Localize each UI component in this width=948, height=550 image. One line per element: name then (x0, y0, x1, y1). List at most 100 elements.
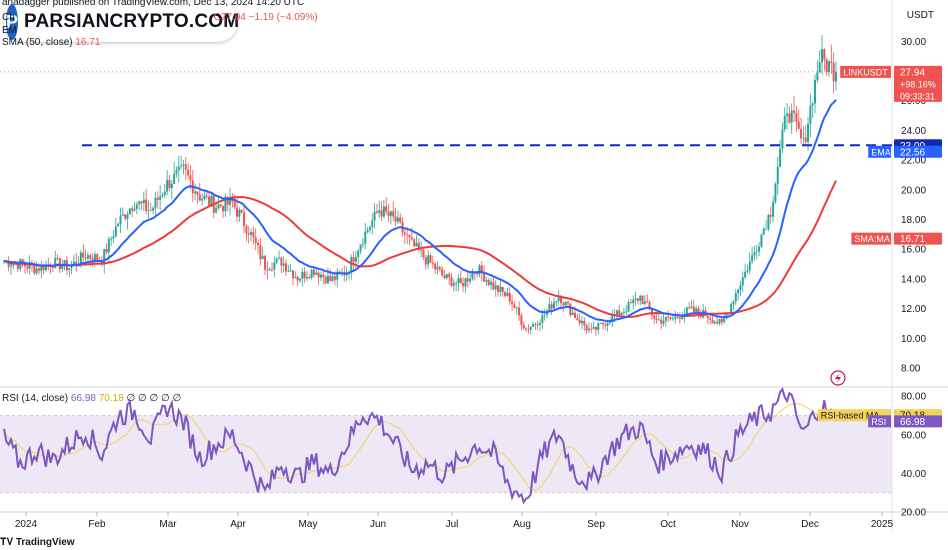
candle-body (408, 234, 411, 238)
candle (408, 234, 411, 246)
candle (284, 259, 287, 276)
rsi-legend[interactable]: RSI (14, close) 66.98 70.18 ∅ ∅ ∅ ∅ ∅ (2, 393, 181, 404)
candle-body (786, 113, 789, 116)
candle-body (119, 215, 122, 224)
rsi-tag-symbol: RSI (871, 417, 886, 427)
candle (413, 237, 416, 247)
candle-body (758, 246, 761, 252)
candle (646, 294, 649, 304)
candle (506, 287, 509, 297)
alert-icon[interactable] (830, 370, 846, 386)
time-tick-label: Jul (446, 519, 459, 530)
candle-body (720, 318, 723, 323)
candle-body (366, 230, 369, 232)
candle (170, 180, 173, 200)
candle-body (457, 278, 460, 284)
candle-body (448, 274, 451, 277)
candle-body (40, 264, 43, 271)
candle-body (483, 273, 486, 282)
candle-body (832, 62, 835, 82)
time-tick-label: Sep (587, 519, 605, 530)
candle-body (434, 263, 437, 270)
candle-body (261, 255, 264, 260)
candle-body (585, 325, 588, 331)
candle (634, 291, 637, 306)
candle (758, 242, 761, 257)
candle (352, 251, 355, 271)
candle (762, 227, 765, 236)
candle (636, 298, 639, 305)
publisher-text: anadagger published on TradingView.com, … (2, 0, 305, 8)
time-tick-label: Aug (513, 519, 531, 530)
candle (473, 271, 476, 281)
candle (359, 244, 362, 255)
candle-body (392, 211, 395, 217)
candle-body (315, 272, 318, 275)
candle (590, 322, 593, 333)
sma-legend[interactable]: SMA (50, close) 16.71 (2, 37, 100, 48)
candle-body (487, 280, 490, 286)
candle (779, 139, 782, 168)
rsi-tag-symbol-box (868, 415, 891, 428)
candle-body (762, 228, 765, 235)
candle (809, 93, 812, 138)
candle-body (194, 191, 197, 194)
candle-body (795, 112, 798, 122)
candle-body (506, 292, 509, 296)
candle (417, 238, 420, 253)
last-price-tag-detail: +98.16% (900, 79, 936, 89)
candle (431, 255, 434, 269)
candle-body (525, 328, 528, 330)
price-tick-label: 8.00 (901, 364, 921, 375)
candle (674, 310, 677, 324)
candle-body (333, 276, 336, 280)
candle-body (597, 323, 600, 330)
candle (385, 196, 388, 215)
last-price-tag-detail: 09:33:31 (900, 91, 935, 101)
candle (399, 212, 402, 224)
candle-body (723, 318, 726, 323)
candle (194, 183, 197, 201)
candle (40, 260, 43, 279)
candle (364, 223, 367, 250)
candle-body (16, 263, 19, 269)
candle (455, 280, 458, 292)
candle (678, 312, 681, 324)
candle-body (21, 259, 24, 264)
candle-body (580, 320, 583, 324)
candle (583, 317, 586, 331)
candle-body (240, 210, 243, 213)
candle (690, 300, 693, 310)
candle (173, 161, 176, 184)
candle (753, 245, 756, 261)
candle-body (497, 285, 500, 292)
candle (82, 244, 85, 264)
candle (716, 316, 719, 326)
sma-tag-value: 16.71 (900, 234, 925, 245)
candle (238, 207, 241, 222)
candle-body (830, 61, 833, 63)
candle-body (541, 315, 544, 324)
candle (671, 315, 674, 321)
candle-body (741, 277, 744, 286)
candle (208, 193, 211, 208)
candle (744, 263, 747, 280)
candle-body (751, 255, 754, 262)
candle-body (828, 61, 831, 73)
candle-body (399, 217, 402, 223)
sma-legend-value: 16.71 (75, 37, 101, 48)
candle-body (271, 269, 274, 271)
last-price-tag-value: 27.94 (900, 67, 925, 78)
candle-body (219, 204, 222, 207)
candle-body (12, 263, 15, 266)
rsi-tick-label: 40.00 (901, 469, 926, 480)
candle-body (254, 237, 257, 243)
last-price-tag: LINKUSDT 27.94+98.16% 09:33:31 (840, 65, 942, 102)
candle-body (252, 232, 255, 238)
ema-legend[interactable]: EM (2, 25, 17, 36)
currency-label[interactable]: USDT (906, 10, 934, 21)
candle-body (441, 269, 444, 276)
price-tick-label: 12.00 (901, 304, 926, 315)
candle (459, 270, 462, 285)
